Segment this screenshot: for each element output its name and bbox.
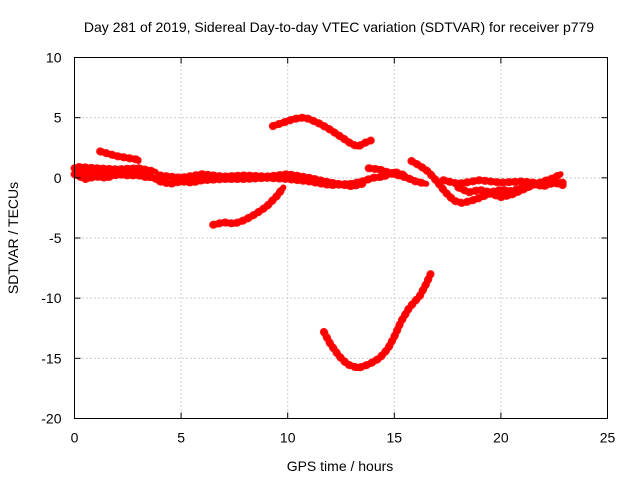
y-tick-label: -10 [41,290,61,306]
series-trace-4-markers [96,147,143,165]
y-tick-label: 10 [46,50,62,66]
series-trace-13-markers [454,178,567,197]
x-tick-label: 10 [280,430,296,446]
x-tick-label: 25 [600,430,616,446]
x-tick-label: 5 [177,430,185,446]
ticks: 0 5 10 15 20 25 -20 -15 -10 -5 0 5 10 [41,50,615,446]
series-trace-7-markers [209,183,288,229]
series-trace-6-markers [155,170,367,191]
series-trace-10-markers [364,164,431,188]
y-tick-label: 0 [54,170,62,186]
y-axis-label: SDTVAR / TECUs [5,182,21,294]
series-layer [70,113,567,372]
x-axis-label: GPS time / hours [287,458,394,474]
grid [74,57,608,419]
x-tick-label: 15 [387,430,403,446]
y-tick-label: -5 [49,230,62,246]
y-tick-label: 5 [54,110,62,126]
series-trace-9-markers [319,270,435,372]
plot-frame [74,57,608,419]
x-tick-label: 20 [493,430,509,446]
chart-title: Day 281 of 2019, Sidereal Day-to-day VTE… [84,19,594,35]
y-tick-label: -15 [41,350,61,366]
y-tick-label: -20 [41,411,61,427]
series-trace-5-markers [155,167,409,190]
x-tick-label: 0 [71,430,79,446]
series-trace-2-markers [70,170,154,183]
series-trace-3-markers [74,163,160,176]
series-trace-8-markers [268,113,375,151]
